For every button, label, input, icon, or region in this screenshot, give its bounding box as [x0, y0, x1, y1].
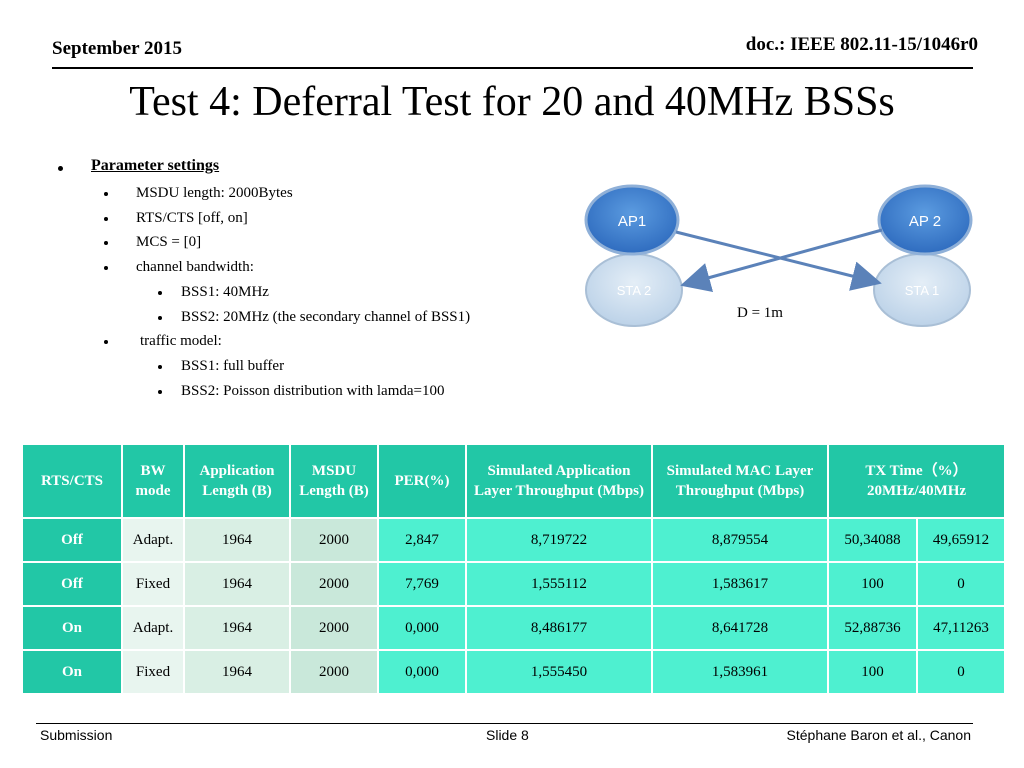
- bullet-dot: [104, 266, 108, 270]
- bullet-dot: [104, 241, 108, 245]
- bullet-dot: [158, 365, 162, 369]
- col-header-sim-app: Simulated Application Layer Throughput (…: [465, 443, 653, 519]
- cell-tx-40: 0: [915, 561, 1007, 607]
- cell-msdu-length: 2000: [289, 561, 379, 607]
- footer-divider: [36, 723, 973, 724]
- cell-sim-mac: 8,879554: [651, 517, 829, 563]
- bullet-dot: [158, 291, 162, 295]
- cell-per: 2,847: [377, 517, 467, 563]
- cell-rts: Off: [21, 561, 123, 607]
- param-mcs: MCS = [0]: [136, 234, 202, 250]
- header-date: September 2015: [52, 38, 182, 59]
- col-header-msdu-length: MSDU Length (B): [289, 443, 379, 519]
- bullet-dot: [104, 217, 108, 221]
- cell-app-length: 1964: [183, 649, 291, 695]
- cell-tx-40: 47,11263: [915, 605, 1007, 651]
- cell-per: 0,000: [377, 605, 467, 651]
- param-msdu: MSDU length: 2000Bytes: [136, 185, 293, 201]
- col-header-tx-time: TX Time（%）20MHz/40MHz: [826, 443, 1007, 519]
- footer-submission: Submission: [40, 727, 113, 743]
- bullet-dot: [158, 316, 162, 320]
- cell-bw: Fixed: [121, 649, 185, 695]
- cell-rts: On: [21, 605, 123, 651]
- table-row: Off Adapt. 1964 2000 2,847 8,719722 8,87…: [21, 517, 1007, 563]
- results-table: RTS/CTS BW mode Application Length (B) M…: [21, 443, 1007, 695]
- ap1-node: [584, 184, 680, 256]
- bullet-dot: [58, 166, 63, 171]
- slide-title: Test 4: Deferral Test for 20 and 40MHz B…: [129, 79, 895, 125]
- cell-tx-20: 50,34088: [827, 517, 918, 563]
- cell-sim-mac: 8,641728: [651, 605, 829, 651]
- ap1-to-sta1-arrow: [675, 230, 882, 291]
- param-traffic: traffic model:: [140, 333, 222, 349]
- cell-per: 7,769: [377, 561, 467, 607]
- param-rts: RTS/CTS [off, on]: [136, 210, 248, 226]
- header-divider: [52, 67, 973, 69]
- table-header-row: RTS/CTS BW mode Application Length (B) M…: [21, 443, 1007, 519]
- footer-slide-number: Slide 8: [486, 727, 529, 743]
- bullet-dot: [104, 192, 108, 196]
- col-header-sim-mac: Simulated MAC Layer Throughput (Mbps): [651, 443, 829, 519]
- cell-per: 0,000: [377, 649, 467, 695]
- ap2-to-sta2-arrow: [680, 228, 883, 293]
- distance-label: D = 1m: [737, 305, 783, 321]
- col-header-rts: RTS/CTS: [21, 443, 123, 519]
- col-header-app-length: Application Length (B): [183, 443, 291, 519]
- cell-msdu-length: 2000: [289, 605, 379, 651]
- cell-msdu-length: 2000: [289, 649, 379, 695]
- cell-sim-mac: 1,583617: [651, 561, 829, 607]
- param-bss2-traffic: BSS2: Poisson distribution with lamda=10…: [181, 383, 445, 399]
- cell-bw: Adapt.: [121, 517, 185, 563]
- topology-diagram: STA 2 STA 1 AP1 AP 2 D = 1m: [584, 184, 973, 327]
- sta1-label: STA 1: [905, 283, 939, 298]
- cell-msdu-length: 2000: [289, 517, 379, 563]
- cell-app-length: 1964: [183, 561, 291, 607]
- footer-author: Stéphane Baron et al., Canon: [786, 727, 971, 743]
- header-doc-id: doc.: IEEE 802.11-15/1046r0: [745, 34, 978, 55]
- cell-rts: Off: [21, 517, 123, 563]
- cell-tx-40: 0: [915, 649, 1007, 695]
- cell-sim-app: 8,719722: [465, 517, 653, 563]
- col-header-per: PER(%): [377, 443, 467, 519]
- param-bss1-bw: BSS1: 40MHz: [181, 284, 269, 300]
- param-bss1-traffic: BSS1: full buffer: [181, 358, 285, 374]
- table-row: Off Fixed 1964 2000 7,769 1,555112 1,583…: [21, 561, 1007, 607]
- cell-tx-20: 52,88736: [827, 605, 918, 651]
- cell-sim-app: 1,555112: [465, 561, 653, 607]
- cell-sim-mac: 1,583961: [651, 649, 829, 695]
- cell-sim-app: 8,486177: [465, 605, 653, 651]
- table-row: On Adapt. 1964 2000 0,000 8,486177 8,641…: [21, 605, 1007, 651]
- cell-tx-20: 100: [827, 561, 918, 607]
- col-header-bw: BW mode: [121, 443, 185, 519]
- ap1-label: AP1: [618, 213, 646, 230]
- cell-app-length: 1964: [183, 605, 291, 651]
- ap2-node: [877, 184, 973, 256]
- cell-sim-app: 1,555450: [465, 649, 653, 695]
- parameter-heading: Parameter settings: [91, 157, 220, 174]
- param-bss2-bw: BSS2: 20MHz (the secondary channel of BS…: [181, 309, 471, 325]
- cell-app-length: 1964: [183, 517, 291, 563]
- cell-tx-40: 49,65912: [915, 517, 1007, 563]
- cell-rts: On: [21, 649, 123, 695]
- cell-bw: Fixed: [121, 561, 185, 607]
- param-bandwidth: channel bandwidth:: [136, 259, 254, 275]
- cell-bw: Adapt.: [121, 605, 185, 651]
- bullet-dot: [158, 390, 162, 394]
- ap2-label: AP 2: [909, 213, 941, 230]
- table-row: On Fixed 1964 2000 0,000 1,555450 1,5839…: [21, 649, 1007, 695]
- cell-tx-20: 100: [827, 649, 918, 695]
- bullet-dot: [104, 340, 108, 344]
- sta2-label: STA 2: [617, 283, 651, 298]
